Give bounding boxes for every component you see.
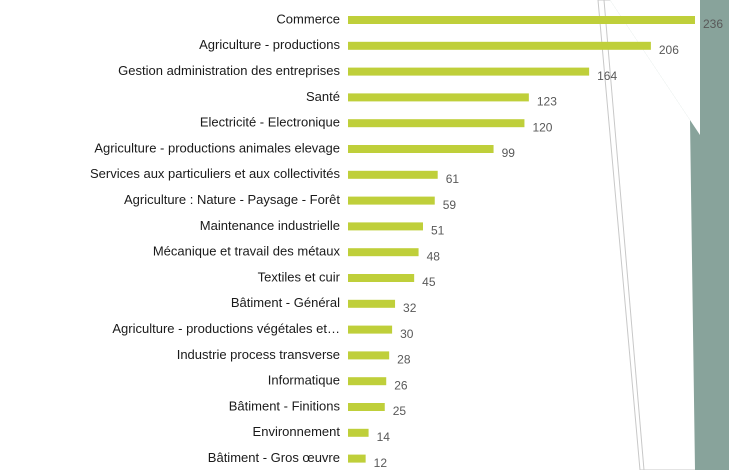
bar — [348, 403, 385, 411]
data-label: 45 — [422, 275, 436, 289]
data-label: 30 — [400, 327, 414, 341]
data-label: 51 — [431, 224, 445, 238]
category-label: Industrie process transverse — [177, 347, 340, 362]
category-label: Agriculture : Nature - Paysage - Forêt — [124, 192, 340, 207]
category-label: Electricité - Electronique — [200, 115, 340, 130]
bar — [348, 248, 419, 257]
bar — [348, 119, 525, 128]
data-label: 120 — [532, 120, 552, 134]
data-label: 123 — [537, 95, 557, 109]
data-label: 32 — [403, 301, 417, 315]
category-label: Mécanique et travail des métaux — [153, 244, 341, 259]
category-label: Bâtiment - Gros œuvre — [208, 450, 340, 465]
data-label: 28 — [397, 353, 411, 367]
bar — [348, 377, 387, 386]
bar — [348, 299, 396, 308]
data-label: 12 — [374, 456, 388, 470]
bar — [348, 93, 529, 102]
bar — [348, 222, 423, 231]
data-label: 99 — [502, 146, 516, 160]
plot: Commerce 236 Agriculture - productions 206 G… — [90, 11, 723, 469]
category-label: Maintenance industrielle — [200, 218, 340, 233]
bar — [348, 170, 438, 179]
bar — [348, 16, 695, 24]
category-label: Santé — [306, 89, 340, 104]
category-label: Textiles et cuir — [258, 269, 341, 284]
bar — [348, 454, 366, 463]
data-label: 236 — [703, 17, 723, 31]
data-label: 164 — [597, 69, 617, 83]
category-label: Informatique — [268, 373, 340, 388]
decor-line — [603, 0, 645, 470]
data-label: 59 — [443, 198, 457, 212]
bar — [348, 274, 415, 282]
category-label: Commerce — [276, 11, 340, 26]
data-label: 26 — [394, 378, 408, 392]
category-label: Gestion administration des entreprises — [118, 63, 340, 78]
category-label: Bâtiment - Finitions — [229, 398, 341, 413]
bar — [348, 67, 590, 76]
category-label: Agriculture - productions animales eleva… — [94, 140, 340, 155]
data-label: 25 — [393, 404, 407, 418]
category-label: Agriculture - productions végétales et… — [112, 321, 340, 336]
category-label: Agriculture - productions — [199, 37, 340, 52]
bar — [348, 325, 393, 334]
data-label: 14 — [377, 430, 391, 444]
bar — [348, 428, 369, 437]
bar — [348, 145, 494, 153]
data-label: 206 — [659, 43, 679, 57]
category-label: Bâtiment - Général — [231, 295, 340, 310]
bar — [348, 351, 390, 360]
bar — [348, 41, 651, 50]
data-label: 48 — [427, 249, 441, 263]
bar — [348, 196, 435, 205]
category-label: Services aux particuliers et aux collect… — [90, 166, 340, 181]
category-label: Environnement — [253, 424, 341, 439]
data-label: 61 — [446, 172, 460, 186]
decor-triangle — [610, 0, 700, 135]
